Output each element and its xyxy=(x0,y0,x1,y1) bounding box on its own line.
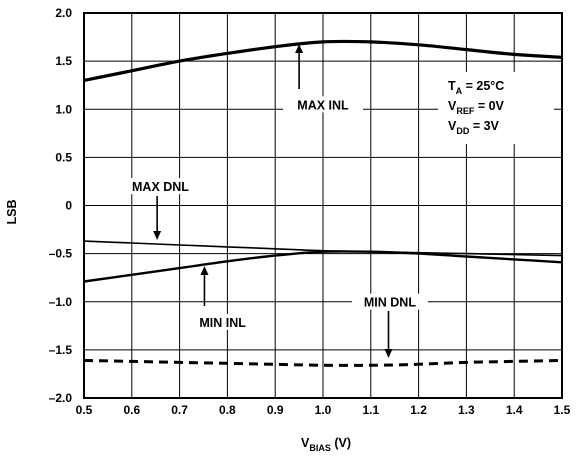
annotations: MAX INL MAX DNL MIN INL MIN DNL xyxy=(118,44,428,358)
conditions-background xyxy=(438,72,554,144)
x-axis-label-sub: BIAS xyxy=(309,443,331,453)
x-tick-label: 1.3 xyxy=(458,403,475,417)
annotation-max-dnl: MAX DNL xyxy=(132,180,189,194)
annotation-min-inl-arrowhead xyxy=(200,266,209,275)
y-tick-label: –1.5 xyxy=(49,343,73,357)
x-axis-label-main: V xyxy=(301,436,310,450)
y-tick-label: 2.0 xyxy=(55,6,72,20)
x-tick-label: 1.4 xyxy=(506,403,523,417)
y-tick-label: –2.0 xyxy=(49,391,73,405)
x-tick-label: 0.8 xyxy=(219,403,236,417)
plot-frame xyxy=(83,12,563,399)
x-axis-label-unit: (V) xyxy=(331,436,351,450)
series-min-dnl-line xyxy=(83,359,563,367)
x-tick-label: 1.2 xyxy=(410,403,427,417)
test-conditions: TA = 25°C VREF = 0V VDD = 3V xyxy=(438,72,554,144)
annotation-max-dnl-arrowhead xyxy=(153,231,162,240)
condition-vref: VREF = 0V xyxy=(448,99,505,116)
annotation-max-inl: MAX INL xyxy=(297,98,349,112)
y-tick-label: –0.5 xyxy=(49,247,73,261)
series-max-inl-line xyxy=(83,39,563,82)
x-tick-label: 1.1 xyxy=(362,403,379,417)
y-tick-label: 1.0 xyxy=(55,102,72,116)
x-tick-labels: 0.5 0.6 0.7 0.8 0.9 1.0 1.1 1.2 1.3 1.4 1.5 xyxy=(76,403,571,417)
annotation-max-dnl-background xyxy=(118,178,203,195)
y-axis-label: LSB xyxy=(5,200,19,225)
x-tick-label: 0.7 xyxy=(171,403,188,417)
series-min-inl-line xyxy=(83,250,563,283)
x-tick-label: 0.5 xyxy=(76,403,93,417)
grid-lines xyxy=(84,13,562,398)
annotation-min-dnl-background xyxy=(351,293,428,310)
annotation-min-inl-background xyxy=(186,313,259,330)
annotation-max-inl-background xyxy=(283,96,363,113)
y-tick-label: –1.0 xyxy=(49,295,73,309)
y-tick-label: 1.5 xyxy=(55,54,72,68)
annotation-min-inl: MIN INL xyxy=(199,316,246,330)
annotation-max-inl-arrowhead xyxy=(295,44,304,53)
x-tick-label: 1.5 xyxy=(554,403,571,417)
condition-vdd: VDD = 3V xyxy=(448,119,500,136)
condition-ta: TA = 25°C xyxy=(448,79,504,96)
annotation-min-dnl: MIN DNL xyxy=(364,296,416,310)
annotation-min-dnl-arrowhead xyxy=(384,349,393,358)
data-series xyxy=(83,39,563,367)
x-tick-label: 0.9 xyxy=(267,403,284,417)
x-tick-label: 1.0 xyxy=(315,403,332,417)
y-tick-label: 0 xyxy=(65,199,72,213)
y-tick-label: 0.5 xyxy=(55,150,72,164)
x-tick-label: 0.6 xyxy=(123,403,140,417)
y-tick-labels: 2.0 1.5 1.0 0.5 0 –0.5 –1.0 –1.5 –2.0 xyxy=(49,6,73,405)
x-axis-label: VBIAS (V) xyxy=(301,436,351,453)
